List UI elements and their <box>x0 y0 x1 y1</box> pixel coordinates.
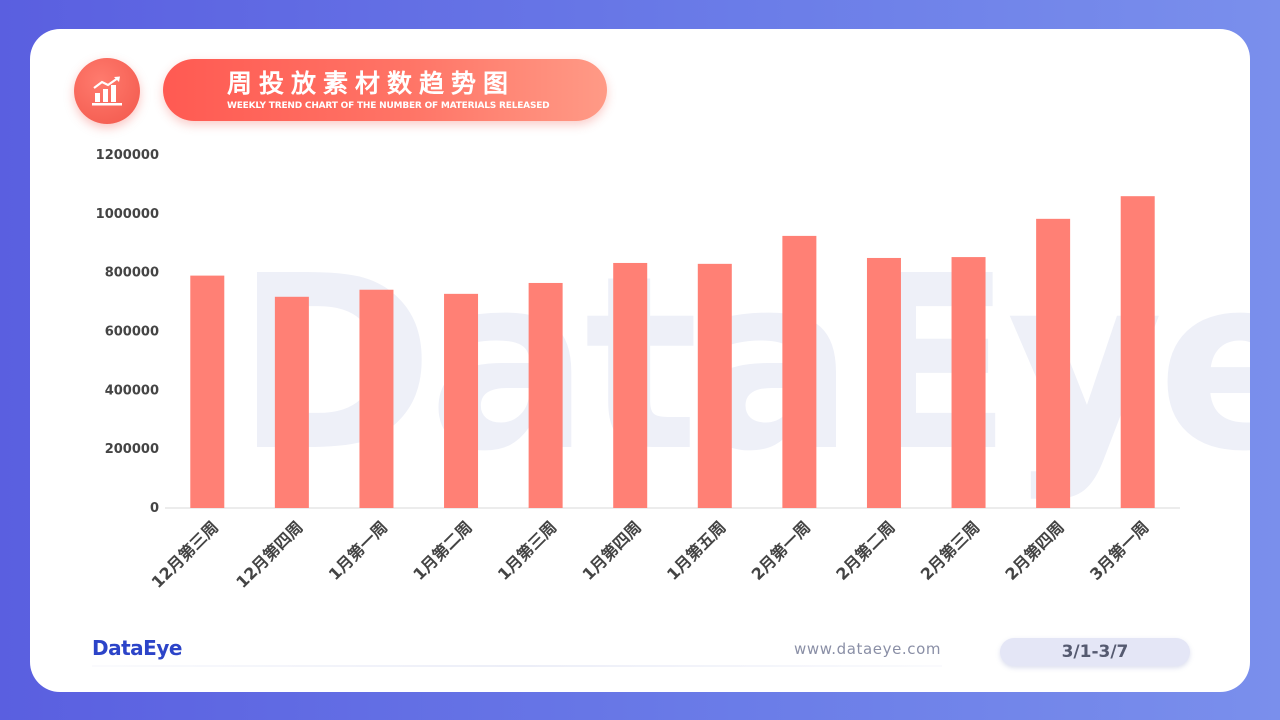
bar[interactable] <box>274 296 309 508</box>
x-tick-label: 12月第四周 <box>232 517 306 591</box>
main-card: DataEye 周投放素材数趋势图 WEEKLY TREND CHART OF … <box>30 29 1250 692</box>
bar[interactable] <box>1036 218 1071 508</box>
y-tick-label: 1000000 <box>96 207 159 222</box>
x-tick-label: 2月第一周 <box>748 517 815 584</box>
y-tick-label: 400000 <box>105 383 159 398</box>
x-tick-label: 3月第一周 <box>1086 517 1153 584</box>
y-tick-label: 200000 <box>105 442 159 457</box>
bar[interactable] <box>190 275 225 508</box>
x-tick-label: 1月第一周 <box>325 517 392 584</box>
footer-logo: DataEye <box>92 636 182 660</box>
bar[interactable] <box>1120 196 1155 508</box>
x-tick-label: 2月第二周 <box>832 517 899 584</box>
x-tick-label: 1月第五周 <box>663 517 730 584</box>
x-tick-label: 2月第三周 <box>917 517 984 584</box>
bar[interactable] <box>697 263 732 508</box>
y-tick-label: 1200000 <box>96 148 159 163</box>
bar[interactable] <box>444 293 479 508</box>
bar[interactable] <box>866 257 901 508</box>
footer-url[interactable]: www.dataeye.com <box>794 640 942 658</box>
x-tick-label: 1月第三周 <box>494 517 561 584</box>
chart-subtitle: WEEKLY TREND CHART OF THE NUMBER OF MATE… <box>227 101 550 111</box>
chart-title: 周投放素材数趋势图 <box>227 69 516 98</box>
x-tick-label: 2月第四周 <box>1001 517 1068 584</box>
bar[interactable] <box>951 257 986 508</box>
y-tick-label: 800000 <box>105 266 159 281</box>
bar[interactable] <box>782 235 817 509</box>
bar[interactable] <box>359 289 394 508</box>
bar-chart: 0 200000 400000 600000 800000 1000000 1200000 1… <box>96 148 1180 592</box>
bar-chart-trend-icon <box>74 58 140 124</box>
bar[interactable] <box>528 282 563 508</box>
y-tick-label: 600000 <box>105 325 159 340</box>
watermark: DataEye <box>235 224 1250 504</box>
x-tick-label: 1月第四周 <box>578 517 645 584</box>
y-tick-label: 0 <box>150 501 159 516</box>
date-range-badge: 3/1-3/7 <box>1000 638 1190 666</box>
title-banner: 周投放素材数趋势图 WEEKLY TREND CHART OF THE NUMB… <box>163 59 607 121</box>
bar[interactable] <box>613 262 648 508</box>
x-tick-label: 1月第二周 <box>409 517 476 584</box>
footer-divider <box>92 665 942 667</box>
x-tick-label: 12月第三周 <box>148 517 222 591</box>
